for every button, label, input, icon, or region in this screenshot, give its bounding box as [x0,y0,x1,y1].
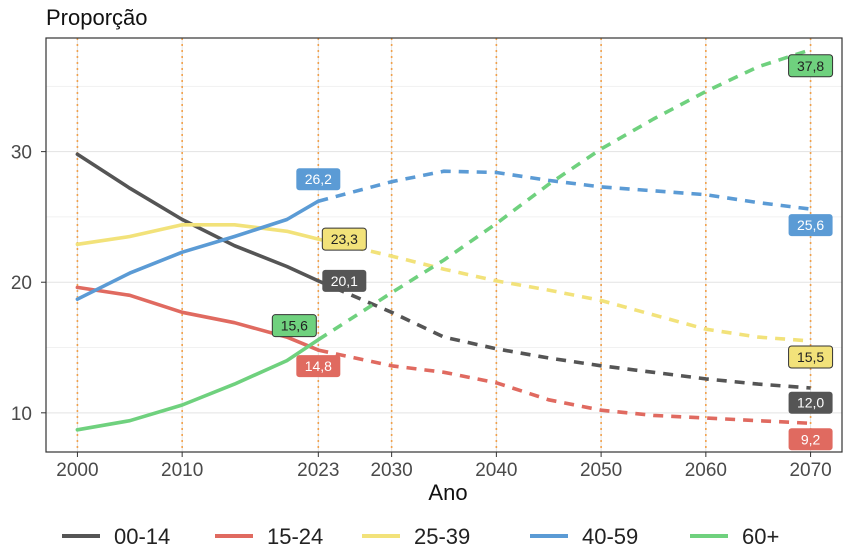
value-label-text: 23,3 [331,231,358,247]
x-tick-label-2050: 2050 [580,460,622,481]
value-label-25-39-2070: 15,5 [788,345,834,369]
x-tick-label-2000: 2000 [56,460,98,481]
grid-lines [46,38,842,452]
legend-label: 40-59 [582,524,638,549]
legend-item-15-24: 15-24 [215,524,323,549]
x-tick-label-2030: 2030 [370,460,412,481]
value-label-15-24-2070: 9,2 [788,428,833,451]
value-label-box [321,227,367,251]
x-tick-label-2010: 2010 [161,460,203,481]
x-tick-label-2023: 2023 [297,460,339,481]
value-label-40-59-2070: 25,6 [788,214,833,237]
value-label-text: 12,0 [797,395,824,411]
value-label-box [322,269,367,292]
value-label-box [296,168,341,191]
series-lines [75,48,812,432]
legend-item-00-14: 00-14 [62,524,170,549]
value-label-box [788,391,833,414]
series-line-00-14-observed [75,152,321,283]
value-label-box [788,214,833,237]
value-label-00-14-2023: 20,1 [322,269,367,292]
x-axis-ticks: 2000 2010 2023 2030 2040 2050 2060 2070 [56,452,832,481]
series-line-15-24-observed [75,285,321,352]
series-line-00-14-projected [317,279,811,390]
legend-item-60: 60+ [690,524,779,549]
series-line-40-59-projected [317,169,811,211]
legend-item-25-39: 25-39 [362,524,470,549]
legend: 00-14 15-24 25-39 40-59 60+ [62,524,779,549]
value-label-box [788,428,833,451]
series-line-60-observed [75,337,321,432]
legend-label: 60+ [742,524,779,549]
value-label-text: 37,8 [797,58,824,74]
value-label-40-59-2023: 26,2 [296,168,341,191]
legend-label: 25-39 [414,524,470,549]
value-label-15-24-2023: 14,8 [296,355,341,378]
legend-label: 00-14 [114,524,170,549]
value-label-box [296,355,341,378]
value-label-60-2070: 37,8 [788,54,834,78]
y-tick-label-30: 30 [11,143,32,164]
value-label-text: 20,1 [331,273,358,289]
value-labels: 20,1 12,0 14,8 9,2 23,3 15,5 26,2 25,6 15,6 37,8 [271,54,834,451]
y-tick-label-20: 20 [11,273,32,294]
value-label-text: 15,5 [797,349,824,365]
reference-lines [76,38,812,452]
value-label-box [271,314,317,338]
value-label-00-14-2070: 12,0 [788,391,833,414]
value-label-25-39-2023: 23,3 [321,227,367,251]
x-tick-label-2060: 2060 [685,460,727,481]
value-label-text: 14,8 [305,358,332,374]
x-tick-label-2040: 2040 [475,460,517,481]
x-tick-label-2070: 2070 [789,460,831,481]
plot-frame [45,37,843,453]
y-axis-ticks: 10 20 30 [11,143,46,425]
legend-item-40-59: 40-59 [530,524,638,549]
series-line-40-59-observed [75,199,321,301]
series-line-15-24-projected [317,348,811,426]
y-tick-label-10: 10 [11,404,32,425]
y-axis-title: Proporção [46,5,148,30]
value-label-text: 26,2 [305,171,332,187]
value-label-text: 9,2 [801,431,821,447]
value-label-box [788,345,834,369]
series-line-25-39-observed [75,223,321,247]
legend-label: 15-24 [267,524,323,549]
x-axis-title: Ano [428,480,467,505]
value-label-text: 25,6 [797,217,824,233]
value-label-60-2023: 15,6 [271,314,317,338]
series-line-60-projected [317,48,812,342]
value-label-box [788,54,834,78]
value-label-text: 15,6 [281,318,308,334]
